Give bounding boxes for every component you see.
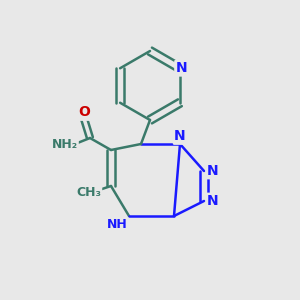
Text: NH: NH (106, 218, 128, 232)
Text: NH₂: NH₂ (51, 137, 78, 151)
Text: N: N (207, 194, 219, 208)
Text: O: O (78, 106, 90, 119)
Text: CH₃: CH₃ (76, 185, 101, 199)
Text: N: N (174, 130, 186, 143)
Text: N: N (176, 61, 187, 75)
Text: N: N (207, 164, 219, 178)
